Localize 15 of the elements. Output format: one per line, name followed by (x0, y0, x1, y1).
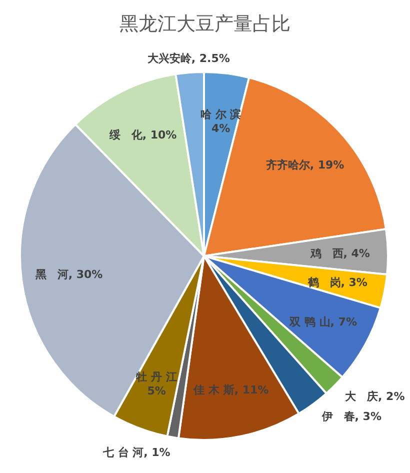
slice-label: 鹤 岗, 3% (306, 276, 368, 290)
data-label: 4% (211, 122, 230, 135)
slice-label: 大 庆, 2% (345, 390, 405, 403)
slice-label: 七 台 河, 1% (102, 446, 170, 459)
chart-title: 黑龙江大豆产量占比 (120, 13, 290, 35)
slice-label: 牡 丹 江 (135, 370, 177, 384)
slice-label: 大兴安岭, 2.5% (147, 52, 230, 65)
slice-label: 齐齐哈尔, 19% (266, 158, 344, 172)
slice-label: 伊 春, 3% (320, 410, 382, 424)
slice-label: 佳 木 斯, 11% (192, 383, 269, 396)
slice-label: 双 鸭 山, 7% (288, 316, 357, 329)
slice-label: 绥 化, 10% (108, 128, 177, 142)
slice-label: 黑 河, 30% (34, 268, 103, 281)
slice-label: 鸡 西, 4% (309, 246, 370, 260)
data-label: 5% (147, 384, 166, 398)
